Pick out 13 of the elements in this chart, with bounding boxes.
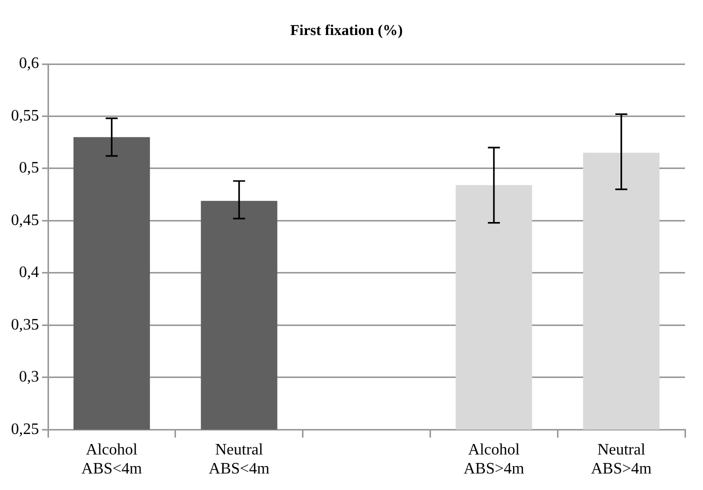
y-tick-label: 0,3 xyxy=(19,368,39,386)
x-tick-label: Neutral ABS<4m xyxy=(208,441,270,478)
x-tick-label: Alcohol ABS>4m xyxy=(464,441,525,478)
chart-title: First fixation (%) xyxy=(290,22,403,39)
y-tick-label: 0,6 xyxy=(19,55,39,72)
y-tick-label: 0,5 xyxy=(19,160,39,177)
x-tick-label: Alcohol ABS<4m xyxy=(81,441,143,478)
y-tick-label: 0,4 xyxy=(19,264,39,282)
y-tick-label: 0,35 xyxy=(11,316,39,334)
y-tick-label: 0,25 xyxy=(11,420,39,438)
y-tick-label: 0,55 xyxy=(11,107,39,124)
y-tick-label: 0,45 xyxy=(11,212,39,229)
x-tick-label: Neutral ABS>4m xyxy=(591,441,652,478)
